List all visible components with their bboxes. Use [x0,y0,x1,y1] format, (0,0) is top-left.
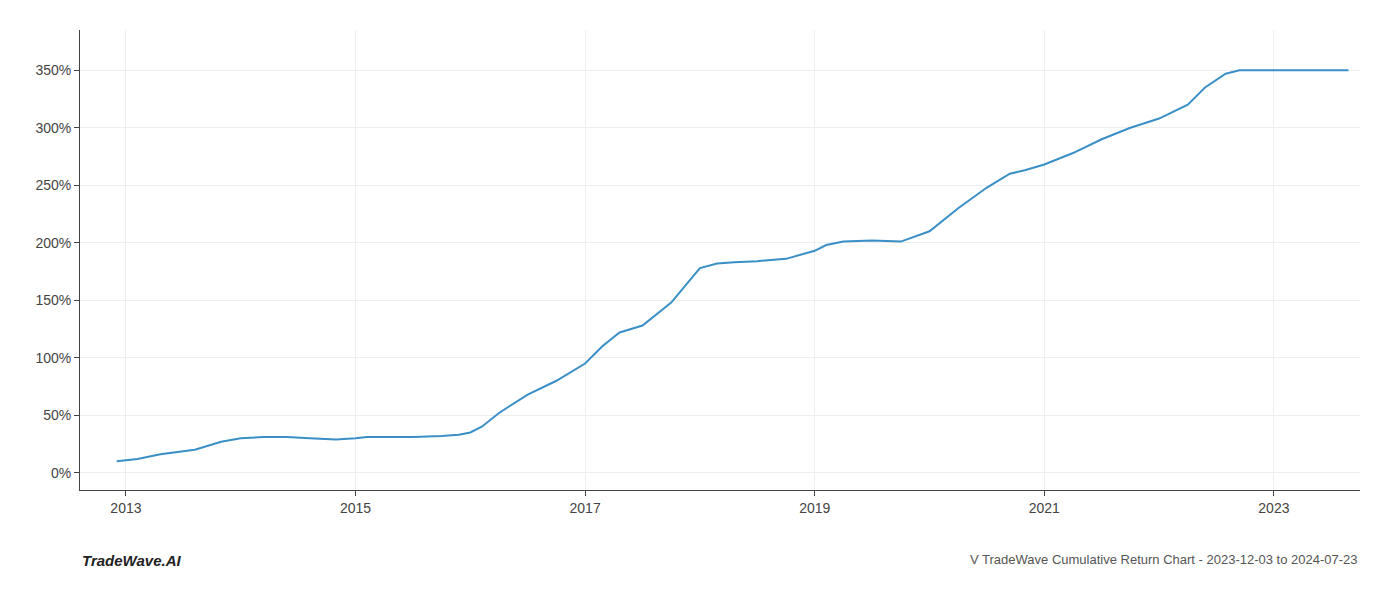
svg-text:0%: 0% [51,465,71,481]
svg-text:100%: 100% [35,350,71,366]
svg-text:350%: 350% [35,62,71,78]
svg-text:2017: 2017 [570,500,601,516]
svg-text:50%: 50% [43,407,71,423]
svg-text:2013: 2013 [110,500,141,516]
svg-text:2015: 2015 [340,500,371,516]
svg-text:300%: 300% [35,120,71,136]
svg-text:TradeWave.AI: TradeWave.AI [82,552,181,569]
svg-text:2023: 2023 [1258,500,1289,516]
svg-text:V TradeWave Cumulative Return: V TradeWave Cumulative Return Chart - 20… [970,552,1358,567]
svg-text:2019: 2019 [799,500,830,516]
svg-text:2021: 2021 [1029,500,1060,516]
svg-text:200%: 200% [35,235,71,251]
svg-text:150%: 150% [35,292,71,308]
svg-text:250%: 250% [35,177,71,193]
